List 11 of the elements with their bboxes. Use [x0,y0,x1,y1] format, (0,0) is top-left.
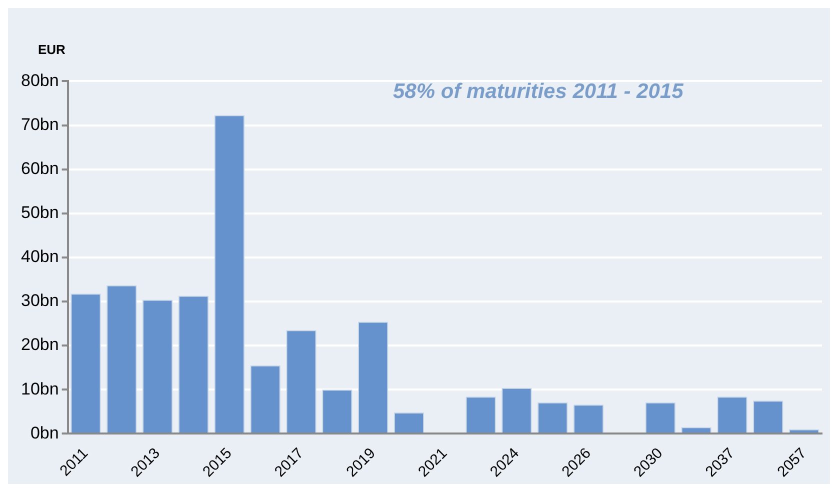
y-tick-label: 70bn [20,114,59,134]
y-tick-label: 50bn [20,203,59,222]
y-tick-label: 20bn [20,335,59,354]
y-tick-label: 0bn [30,423,59,442]
y-tick-label: 80bn [20,70,59,90]
y-tick-label: 30bn [20,291,59,310]
y-axis-title: EUR [38,42,66,57]
y-tick-label: 10bn [20,379,59,398]
annotation: 58% of maturities 2011 - 2015 [393,80,684,104]
y-tick-label: 60bn [20,159,59,178]
y-tick-label: 40bn [20,247,59,266]
